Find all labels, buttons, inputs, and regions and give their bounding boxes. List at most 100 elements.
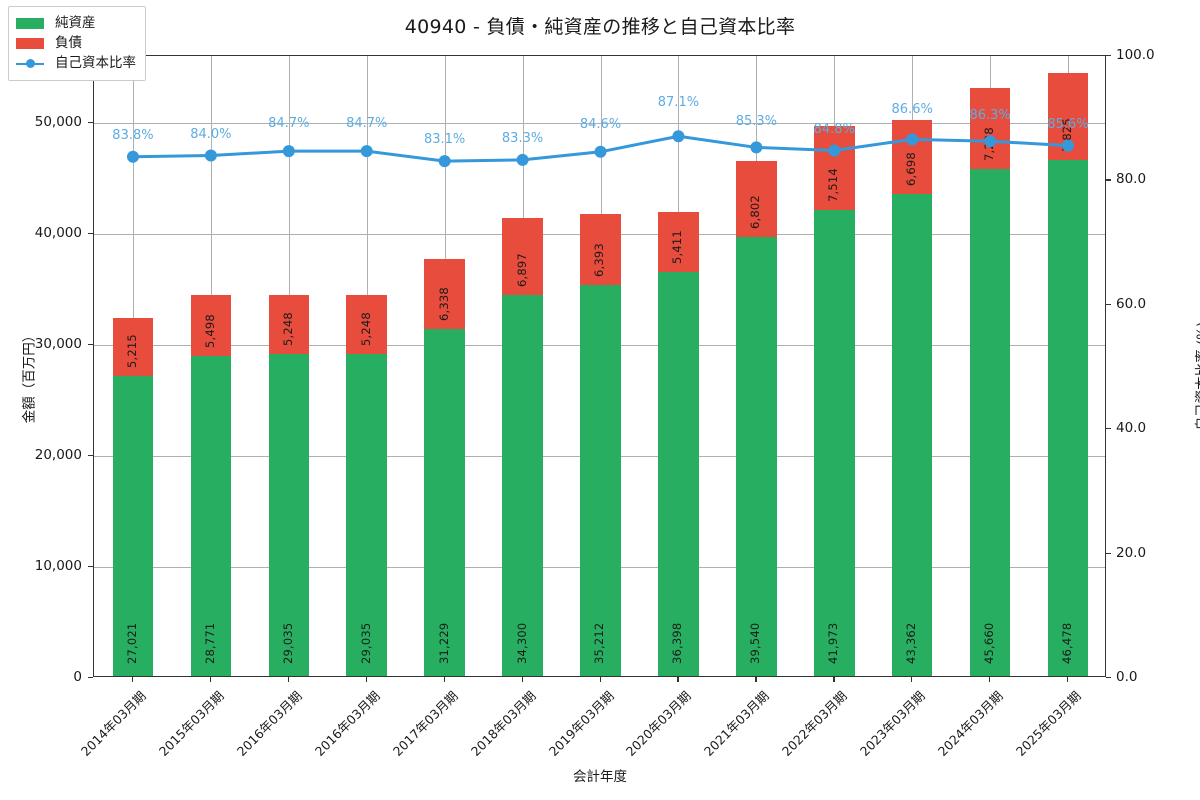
bar-segment-equity[interactable]: 45,660 <box>969 168 1011 676</box>
ratio-value-label: 85.3% <box>735 114 777 130</box>
y-axis-right-tick-label: 100.0 <box>1116 47 1155 63</box>
bar-group[interactable]: 29,035 5,248 <box>268 295 310 676</box>
legend-item-label: 負債 <box>55 34 82 51</box>
bar-value-label-equity: 31,229 <box>436 622 451 664</box>
bar-segment-equity[interactable]: 36,398 <box>658 271 699 676</box>
bar-group[interactable]: 28,771 5,498 <box>190 295 232 676</box>
y-axis-right-tick-mark <box>1106 303 1111 306</box>
bar-value-label-liabilities: 6,393 <box>592 242 607 277</box>
y-axis-left-tick-mark <box>88 454 93 457</box>
bar-segment-liabilities[interactable]: 7,238 <box>969 88 1011 169</box>
x-axis-tick-mark <box>599 677 601 682</box>
bar-segment-liabilities[interactable]: 6,338 <box>424 258 465 330</box>
ratio-value-label: 87.1% <box>657 95 700 111</box>
bar-value-label-liabilities: 5,411 <box>670 229 685 264</box>
y-axis-right-tick-label: 40.0 <box>1116 420 1147 437</box>
y-axis-right-tick-mark <box>1106 55 1111 57</box>
x-axis-tick-mark <box>755 677 757 682</box>
chart-title: 40940 - 負債・純資産の推移と自己資本比率 <box>404 16 796 38</box>
y-axis-right-tick-mark <box>1106 179 1111 181</box>
y-axis-left-tick-mark <box>88 121 93 123</box>
bar-segment-equity[interactable]: 29,035 <box>268 353 310 676</box>
bar-value-label-equity: 29,035 <box>358 622 373 664</box>
bar-segment-equity[interactable]: 34,300 <box>502 295 543 676</box>
bar-value-label-liabilities: 5,248 <box>280 311 295 346</box>
x-axis-tick-mark <box>443 677 445 682</box>
ratio-value-label: 83.1% <box>423 132 466 148</box>
bar-segment-equity[interactable]: 27,021 <box>112 375 154 676</box>
x-axis-tick-mark <box>365 677 368 682</box>
x-axis-tick-label: 2021年03月期 <box>701 688 773 759</box>
bar-group[interactable]: 34,300 6,897 <box>502 218 543 676</box>
y-axis-left-tick-label: 20,000 <box>34 446 82 463</box>
x-axis-tick-label: 2018年03月期 <box>467 688 539 759</box>
bar-segment-equity[interactable]: 43,362 <box>891 194 933 676</box>
bar-group[interactable]: 41,973 7,514 <box>814 126 855 676</box>
bar-group[interactable]: 45,660 7,238 <box>969 88 1011 676</box>
x-axis-tick-mark <box>677 677 679 682</box>
bar-segment-equity[interactable]: 29,035 <box>346 353 387 676</box>
bar-value-label-liabilities: 6,338 <box>436 287 451 322</box>
legend-item[interactable]: 自己資本比率 <box>16 54 136 73</box>
y-axis-left-tick-mark <box>88 677 93 679</box>
bar-segment-liabilities[interactable]: 5,411 <box>658 211 699 272</box>
bar-group[interactable]: 39,540 6,802 <box>736 161 777 676</box>
y-axis-right-tick-label: 80.0 <box>1116 171 1147 188</box>
y-axis-right-tick-label: 60.0 <box>1116 295 1147 312</box>
bar-segment-liabilities[interactable]: 6,802 <box>736 161 777 237</box>
y-axis-left-tick-mark <box>88 343 93 346</box>
bar-group[interactable]: 31,229 6,338 <box>424 258 465 676</box>
y-axis-right-tick-label: 20.0 <box>1116 544 1147 561</box>
legend-item[interactable]: 負債 <box>16 34 136 53</box>
bar-segment-liabilities[interactable]: 5,498 <box>190 295 232 357</box>
ratio-value-label: 84.8% <box>813 121 855 137</box>
bar-segment-liabilities[interactable]: 5,248 <box>346 295 387 354</box>
bar-group[interactable]: 35,212 6,393 <box>580 213 621 676</box>
bar-segment-liabilities[interactable]: 7,514 <box>814 126 855 210</box>
legend-item[interactable]: 純資産 <box>16 14 136 33</box>
bar-value-label-liabilities: 6,698 <box>904 152 919 187</box>
x-axis-tick-label: 2025年03月期 <box>1012 688 1084 759</box>
bar-value-label-liabilities: 6,802 <box>748 194 763 229</box>
bar-segment-equity[interactable]: 31,229 <box>424 329 465 676</box>
ratio-value-label: 84.7% <box>268 116 310 132</box>
bar-group[interactable]: 36,398 5,411 <box>658 211 699 676</box>
ratio-value-label: 84.0% <box>190 126 232 142</box>
bar-segment-equity[interactable]: 28,771 <box>190 356 232 676</box>
bar-segment-liabilities[interactable]: 6,393 <box>580 213 621 285</box>
y-axis-left-tick-label: 0 <box>73 669 82 685</box>
bar-segment-equity[interactable]: 46,478 <box>1047 159 1089 676</box>
bar-group[interactable]: 46,478 7,825 <box>1047 72 1089 676</box>
bar-group[interactable]: 27,021 5,215 <box>112 317 154 676</box>
ratio-value-label: 84.7% <box>346 116 388 132</box>
y-axis-left-tick-mark <box>88 232 93 234</box>
bar-segment-liabilities[interactable]: 5,215 <box>112 317 154 376</box>
bar-segment-equity[interactable]: 41,973 <box>814 209 855 676</box>
bar-segment-equity[interactable]: 39,540 <box>736 236 777 676</box>
bar-value-label-equity: 28,771 <box>202 622 217 664</box>
bar-group[interactable]: 29,035 5,248 <box>346 295 387 676</box>
bar-value-label-equity: 41,973 <box>826 622 841 664</box>
x-axis-tick-mark <box>989 677 991 682</box>
ratio-value-label: 84.6% <box>579 116 622 132</box>
bar-value-label-equity: 36,398 <box>670 622 685 664</box>
x-axis-tick-label: 2020年03月期 <box>623 688 695 759</box>
y-axis-right-tick-label: 0.0 <box>1116 669 1138 685</box>
bar-segment-liabilities[interactable]: 6,897 <box>502 218 543 296</box>
x-axis-tick-label: 2023年03月期 <box>857 688 928 759</box>
x-axis-tick-label: 2024年03月期 <box>934 688 1006 759</box>
y-axis-left-tick-label: 10,000 <box>34 557 82 574</box>
ratio-value-label: 86.3% <box>969 108 1011 124</box>
bar-value-label-equity: 35,212 <box>592 622 607 664</box>
bar-segment-liabilities[interactable]: 6,698 <box>891 119 933 195</box>
chart-legend: 純資産 負債自己資本比率 <box>8 6 146 81</box>
x-axis-tick-label: 2016年03月期 <box>311 688 383 759</box>
bar-segment-equity[interactable]: 35,212 <box>580 284 621 676</box>
bar-segment-liabilities[interactable]: 5,248 <box>268 295 310 354</box>
legend-color-swatch <box>16 38 44 49</box>
bar-value-label-liabilities: 7,514 <box>826 167 841 202</box>
bar-group[interactable]: 43,362 6,698 <box>891 119 933 676</box>
gridline-horizontal <box>94 122 1105 124</box>
bar-value-label-equity: 27,021 <box>124 622 139 664</box>
